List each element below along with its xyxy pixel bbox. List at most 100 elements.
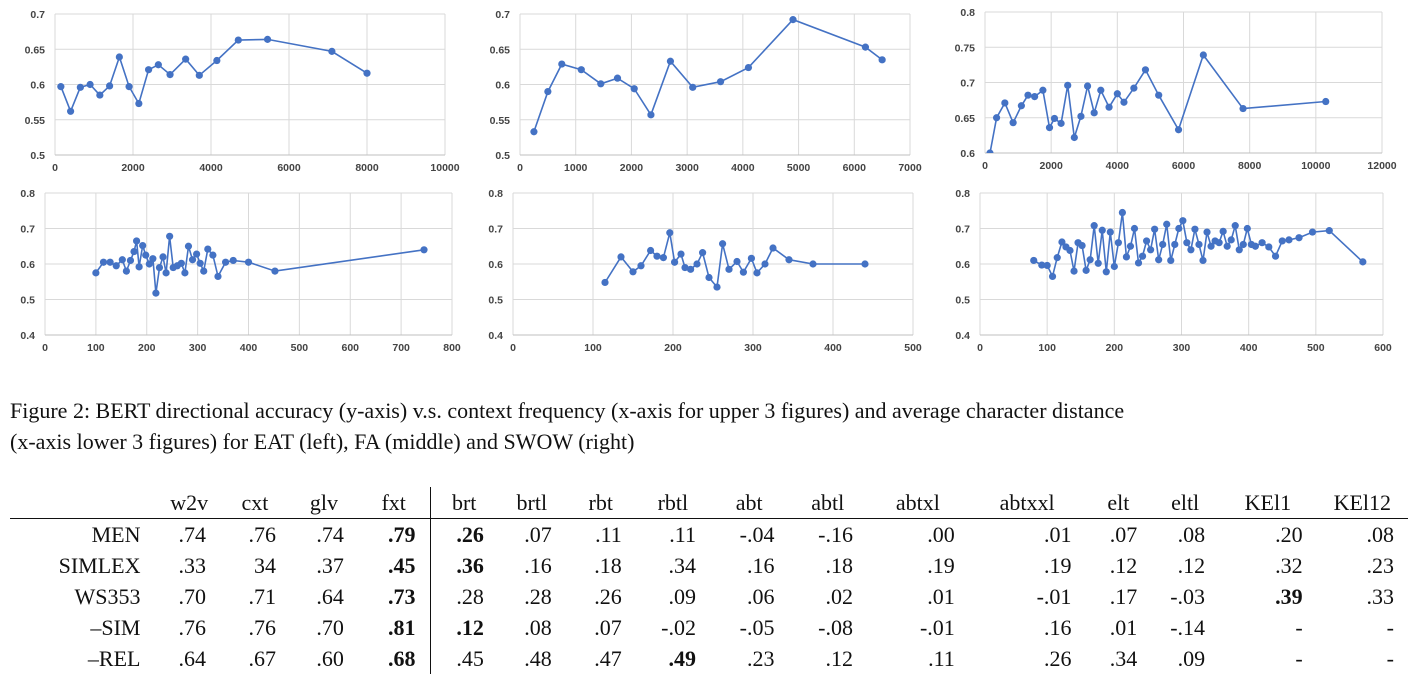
table-cell: .08 [1151,518,1220,550]
x-tick-label: 0 [517,162,523,174]
y-tick-label: 0.7 [955,224,970,236]
x-tick-label: 2000 [121,162,145,174]
table-cell: .70 [178,583,207,609]
data-point [1134,259,1143,267]
x-tick-label: 100 [584,342,602,354]
data-point [200,267,208,275]
table-row: SIMLEX .33 34 .37 .45 .36 .16 .18 .34 .16 .18 .19 .1… [10,550,1408,581]
data-point [558,60,566,68]
table-cell: .01 [927,583,955,609]
data-point [149,255,157,263]
chart-6: 0 100 200 300 400 500 600 0.4 0.5 0.6 0.7 0.8 [955,188,1392,354]
x-tick-label: 0 [977,342,983,354]
data-point [1102,268,1110,276]
data-point [769,244,777,252]
table-cell: .09 [1177,645,1206,671]
data-point [1031,93,1039,101]
data-point [659,254,668,262]
data-point [1082,266,1090,274]
data-point [1251,242,1259,250]
data-point [1295,234,1303,242]
table-cell: - [1386,645,1394,671]
data-point [713,283,721,291]
data-point [106,258,114,266]
series-line [60,38,368,114]
data-point [666,57,675,65]
data-point [1175,224,1183,233]
data-point [1308,228,1317,236]
column-header-cxt: cxt [241,489,269,515]
table-header-row: w2v cxt glv fxt brt brtl rbt rbtl abt abtl abtxl ab… [10,487,1408,519]
data-point [162,269,170,277]
data-point [1094,259,1102,267]
data-point [420,246,428,254]
y-tick-label: 0.65 [25,44,46,56]
y-tick-label: 0.8 [960,7,975,19]
table-cell: .08 [524,614,552,640]
data-point [1179,217,1187,225]
data-point [115,53,123,61]
column-header-w2v: w2v [170,489,209,515]
data-point [1155,91,1163,99]
data-point [1078,241,1086,250]
data-point [1118,208,1126,217]
data-point [271,267,279,275]
caption-line-1: Figure 2: BERT directional accuracy (y-a… [10,398,1125,423]
column-header-KEl12: KEl12 [1333,489,1392,515]
table-cell: -.16 [788,518,867,550]
column-header-glv: glv [309,489,338,515]
table-cell: .18 [594,552,622,578]
x-tick-label: 200 [1106,342,1124,354]
x-tick-label: 500 [1307,342,1325,354]
data-point [1030,256,1038,265]
data-point [126,256,135,265]
data-point [1138,252,1147,260]
data-point [629,268,637,276]
data-point [689,83,697,91]
data-point [1239,240,1247,249]
y-tick-label: 0.5 [955,295,970,307]
data-point [166,232,174,240]
data-point [1001,99,1009,107]
y-tick-label: 0.6 [495,80,510,92]
series-line [533,18,883,132]
x-tick-label: 10000 [1301,160,1330,172]
data-point [86,80,94,89]
data-point [1106,228,1114,236]
chart-2: 0 1000 2000 3000 4000 5000 6000 7000 0.5 0.55 0.6 0… [490,9,922,174]
y-tick-label: 0.75 [955,42,976,54]
table-cell: .26 [1043,645,1072,671]
data-point [630,85,638,93]
data-point [861,43,870,51]
data-point [753,269,761,277]
table-cell: .11 [928,645,955,671]
x-tick-label: 0 [510,342,516,354]
data-point [214,272,222,281]
table-cell: .71 [248,583,277,609]
table-cell: .07 [1085,518,1152,550]
table-cell: .08 [1316,518,1408,550]
data-point [1122,253,1131,261]
x-tick-label: 800 [443,342,461,354]
data-point [1130,84,1138,92]
y-tick-label: 0.8 [955,188,970,200]
data-point [785,256,793,264]
table-cell: .74 [290,518,358,550]
table-cell: .19 [927,552,955,578]
table-cell: -.03 [1170,583,1206,609]
x-tick-label: 1000 [564,162,588,174]
table-cell: .12 [1109,552,1138,578]
data-point [716,78,725,86]
data-point [1223,242,1231,250]
table-cell: .12 [825,645,853,671]
data-point [1325,227,1333,235]
row-label: WS353 [74,583,141,609]
data-point [1077,112,1085,120]
column-header-fxt: fxt [357,487,431,519]
table-cell: .18 [825,552,853,578]
data-point [1265,243,1273,251]
data-point [1057,119,1065,127]
data-point [1199,51,1207,59]
data-point [76,83,84,91]
data-point [761,260,769,268]
